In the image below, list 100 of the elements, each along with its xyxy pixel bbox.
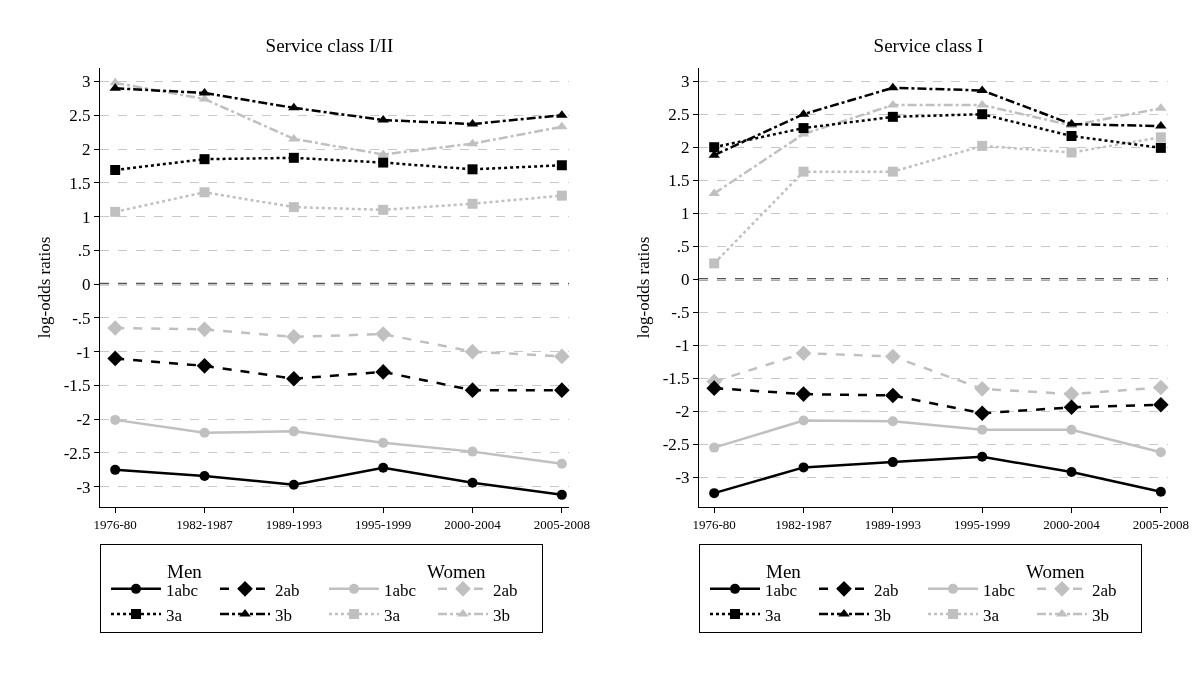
- x-tick-label: 2005-2008: [1132, 516, 1190, 532]
- x-tick-label: 1982-1987: [775, 516, 833, 532]
- legend-label: 2ab: [493, 580, 518, 600]
- y-tick-label: 1: [681, 204, 690, 224]
- text: Men: [167, 561, 203, 582]
- legend-label: 1abc: [983, 580, 1016, 600]
- point: [378, 157, 389, 168]
- y-tick-label: -3: [76, 477, 91, 497]
- point: [378, 437, 389, 448]
- x-tick-label: 2005-2008: [533, 516, 591, 532]
- point: [1153, 379, 1169, 396]
- point: [199, 427, 210, 438]
- text: Men: [766, 561, 802, 582]
- point: [199, 187, 210, 198]
- point: [556, 160, 567, 171]
- y-tick-label: 1.5: [69, 173, 91, 193]
- point: [199, 154, 210, 165]
- point: [1153, 396, 1169, 413]
- point: [706, 380, 722, 396]
- point: [887, 416, 898, 427]
- legend-label: 3b: [493, 605, 510, 625]
- y-tick-label: 0: [82, 275, 91, 295]
- point: [885, 387, 901, 404]
- legend-label: 3b: [874, 605, 891, 625]
- legend-label: 3b: [275, 605, 292, 625]
- y-tick-label: 0: [681, 270, 690, 290]
- legend-label: 3a: [384, 605, 401, 625]
- y-tick-label: -2.5: [63, 443, 91, 463]
- point: [467, 198, 478, 209]
- text: Women: [1026, 561, 1086, 582]
- point: [977, 451, 988, 462]
- point: [467, 477, 478, 488]
- point: [378, 204, 389, 215]
- point: [378, 462, 389, 473]
- y-tick-label: -.5: [671, 303, 690, 323]
- x-tick-label: 2000-2004: [1043, 516, 1101, 532]
- x-tick-label: 1976-80: [692, 516, 736, 532]
- point: [288, 152, 299, 163]
- legend-label: 1abc: [765, 580, 798, 600]
- point: [1063, 386, 1080, 402]
- point: [1155, 142, 1166, 153]
- point: [974, 405, 990, 422]
- y-tick-label: -.5: [72, 308, 91, 328]
- y-tick-label: 2: [82, 140, 91, 159]
- point: [107, 320, 123, 336]
- legend-label: 2ab: [874, 580, 899, 600]
- x-tick-label: 1995-1999: [355, 516, 412, 532]
- y-tick-label: -1: [76, 342, 91, 362]
- y-tick-label: 3: [82, 72, 91, 92]
- x-tick-label: 1976-80: [93, 516, 137, 532]
- y-tick-label: .5: [77, 241, 91, 261]
- point: [375, 364, 391, 380]
- point: [196, 358, 213, 374]
- point: [556, 190, 567, 201]
- point: [977, 424, 988, 435]
- x-tick-label: 1989-1993: [265, 516, 323, 532]
- point: [887, 457, 898, 468]
- y-tick-label: 3: [681, 72, 690, 92]
- point: [556, 458, 567, 469]
- y-tick-label: -1.5: [63, 376, 91, 396]
- point: [1155, 132, 1166, 143]
- x-tick-label: 1995-1999: [954, 516, 1011, 532]
- point: [887, 82, 899, 91]
- point: [288, 102, 300, 111]
- point: [554, 382, 570, 398]
- y-tick-label: 2: [681, 138, 690, 158]
- point: [556, 121, 568, 130]
- point: [977, 109, 988, 120]
- x-tick-label: 2000-2004: [444, 516, 502, 532]
- y-tick-label: -3: [675, 468, 690, 488]
- point: [977, 140, 988, 151]
- point: [467, 446, 478, 457]
- point: [1063, 399, 1080, 416]
- y-tick-label: 2.5: [668, 105, 690, 125]
- point: [974, 381, 990, 397]
- point: [288, 426, 299, 437]
- legend-label: 3a: [166, 605, 183, 625]
- point: [199, 470, 210, 481]
- point: [110, 164, 121, 175]
- x-tick-label: 1982-1987: [176, 516, 234, 532]
- point: [110, 464, 121, 475]
- point: [107, 350, 123, 367]
- text: Women: [427, 561, 487, 582]
- point: [709, 488, 720, 499]
- legend-label: 2ab: [275, 580, 300, 600]
- x-tick-label: 1989-1993: [864, 516, 922, 532]
- legend-label: 3a: [765, 605, 782, 625]
- point: [110, 206, 121, 217]
- point: [110, 414, 121, 425]
- point: [464, 382, 481, 398]
- point: [196, 321, 213, 338]
- point: [286, 370, 302, 387]
- point: [556, 489, 567, 500]
- y-tick-label: 2.5: [69, 106, 91, 126]
- y-tick-label: -2: [76, 410, 91, 430]
- point: [286, 329, 302, 345]
- y-tick-label: 1.5: [668, 171, 690, 191]
- point: [709, 258, 720, 269]
- point: [1066, 424, 1077, 435]
- legend-label: 3a: [983, 605, 1000, 625]
